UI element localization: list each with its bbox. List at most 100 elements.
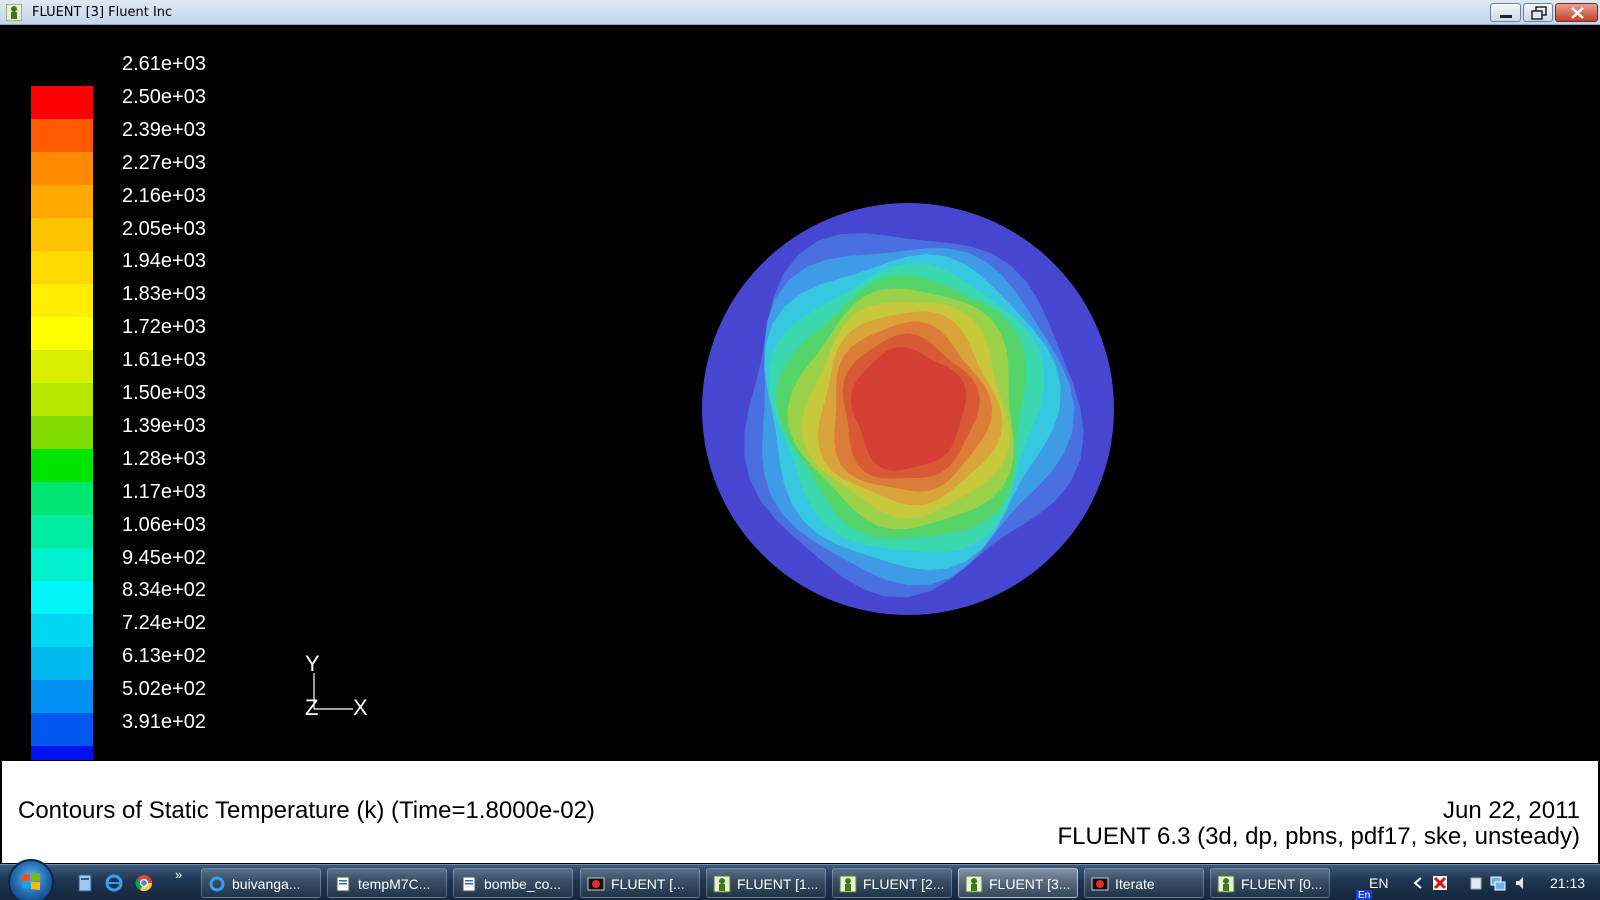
plot-date: Jun 22, 2011 <box>1442 797 1580 824</box>
color-scale-label: 1.61e+03 <box>122 349 206 372</box>
fluent-graphics-icon <box>587 877 605 891</box>
taskbar-item-label: FLUENT [0... <box>1241 876 1323 892</box>
language-badge: En <box>1356 890 1373 900</box>
color-scale-label: 6.13e+02 <box>122 645 206 668</box>
windows-logo-icon <box>22 873 40 890</box>
color-scale-swatch <box>31 152 93 185</box>
restore-icon <box>1531 6 1547 20</box>
color-scale-label: 2.50e+03 <box>122 85 206 108</box>
taskbar-item-label: FLUENT [2... <box>863 876 945 892</box>
color-scale-swatch <box>31 251 93 284</box>
color-scale-label: 1.94e+03 <box>122 250 206 273</box>
taskbar-item-label: Iterate <box>1115 876 1155 892</box>
taskbar-item[interactable]: FLUENT [2... <box>832 868 952 898</box>
show-desktop-icon[interactable] <box>76 873 96 893</box>
color-scale-label: 1.83e+03 <box>122 283 206 306</box>
chevron-left-icon[interactable] <box>1410 875 1426 891</box>
color-scale-swatch <box>31 185 93 218</box>
color-scale-label: 1.39e+03 <box>122 414 206 437</box>
color-scale-swatch <box>31 647 93 680</box>
taskbar-item[interactable]: FLUENT [... <box>580 868 700 898</box>
color-scale-label: 8.34e+02 <box>122 579 206 602</box>
graphics-viewport[interactable]: 2.61e+03 2.50e+03 2.39e+03 2.27e+03 2.16e+03… <box>0 25 1600 779</box>
language-indicator[interactable]: EN <box>1369 875 1389 891</box>
fluent-app-icon <box>6 4 22 21</box>
antivirus-icon[interactable] <box>1432 875 1448 891</box>
fluent-graphics-icon <box>1091 877 1109 891</box>
axis-y-label: Y <box>305 651 320 676</box>
contour-bands <box>744 233 1084 598</box>
taskbar-item[interactable]: FLUENT [3... <box>958 868 1078 898</box>
plot-info-panel: Contours of Static Temperature (k) (Time… <box>1 760 1599 864</box>
minimize-icon <box>1500 15 1512 18</box>
color-scale-swatch <box>31 383 93 416</box>
taskbar-item-label: FLUENT [... <box>611 876 685 892</box>
color-scale-label: 2.39e+03 <box>122 118 206 141</box>
document-icon <box>336 876 350 892</box>
taskbar-item[interactable]: Iterate <box>1084 868 1204 898</box>
axis-x-label: X <box>353 695 368 720</box>
fluent-app-icon <box>839 875 857 893</box>
color-scale-swatch <box>31 218 93 251</box>
color-scale-label: 1.72e+03 <box>122 316 206 339</box>
taskbar-item-label: FLUENT [1... <box>737 876 819 892</box>
color-scale-label: 5.02e+02 <box>122 678 206 701</box>
temperature-contour-plot <box>702 203 1114 615</box>
color-scale-swatch <box>31 515 93 548</box>
maximize-button[interactable] <box>1523 3 1553 22</box>
color-scale-swatch <box>31 680 93 713</box>
document-icon <box>462 876 476 892</box>
taskbar-item-label: tempM7C... <box>358 876 431 892</box>
chrome-icon[interactable] <box>134 873 154 893</box>
color-scale-swatch <box>31 284 93 317</box>
fluent-app-icon <box>1217 875 1235 893</box>
taskbar-item[interactable]: FLUENT [1... <box>706 868 826 898</box>
color-scale-swatch <box>31 119 93 152</box>
color-scale-label: 3.91e+02 <box>122 711 206 733</box>
axis-z-label: Z <box>305 695 319 720</box>
volume-icon[interactable] <box>1514 875 1530 891</box>
taskbar-item[interactable]: bombe_co... <box>453 868 573 898</box>
color-scale-label: 1.06e+03 <box>122 513 206 536</box>
solver-version: FLUENT 6.3 (3d, dp, pbns, pdf17, ske, un… <box>1057 823 1580 850</box>
window-title: FLUENT [3] Fluent Inc <box>32 5 173 20</box>
taskbar-item[interactable]: buivanga... <box>201 868 321 898</box>
color-scale-swatch <box>31 416 93 449</box>
close-button[interactable] <box>1555 3 1598 22</box>
taskbar-item-label: FLUENT [3... <box>989 876 1071 892</box>
contour-band <box>850 346 967 471</box>
fluent-app-icon <box>965 875 983 893</box>
axis-triad: Y Z X <box>305 651 385 727</box>
color-scale-label: 2.61e+03 <box>122 53 206 75</box>
color-scale-swatch <box>31 581 93 614</box>
color-scale-label: 1.17e+03 <box>122 480 206 503</box>
color-scale-label: 2.05e+03 <box>122 217 206 240</box>
color-scale-swatch <box>31 449 93 482</box>
usb-device-icon[interactable] <box>1468 875 1484 891</box>
taskbar-item[interactable]: FLUENT [0... <box>1210 868 1330 898</box>
taskbar-item-label: buivanga... <box>232 876 301 892</box>
color-scale-label: 2.16e+03 <box>122 184 206 207</box>
color-scale-label: 7.24e+02 <box>122 612 206 635</box>
color-scale-bar <box>31 86 93 779</box>
color-scale-swatch <box>31 548 93 581</box>
color-scale-swatch <box>31 614 93 647</box>
quick-launch-more[interactable]: » <box>175 867 183 882</box>
window-titlebar[interactable]: FLUENT [3] Fluent Inc <box>0 0 1600 25</box>
ie-icon[interactable] <box>104 873 124 893</box>
minimize-button[interactable] <box>1490 3 1521 22</box>
taskbar-item-label: bombe_co... <box>484 876 562 892</box>
network-icon[interactable] <box>1490 875 1506 891</box>
color-scale-label: 1.50e+03 <box>122 382 206 404</box>
close-icon <box>1571 7 1584 19</box>
color-scale-swatch <box>31 317 93 350</box>
color-scale-label: 9.45e+02 <box>122 546 206 569</box>
start-button[interactable] <box>8 859 54 900</box>
taskbar: » buivanga... tempM7C... bombe_co... FLUENT… <box>0 859 1600 900</box>
color-scale-label: 1.28e+03 <box>122 447 206 470</box>
axis-lines <box>313 673 353 710</box>
taskbar-item[interactable]: tempM7C... <box>327 868 447 898</box>
clock[interactable]: 21:13 <box>1550 875 1586 891</box>
color-scale-swatch <box>31 350 93 383</box>
color-scale-swatch <box>31 713 93 746</box>
